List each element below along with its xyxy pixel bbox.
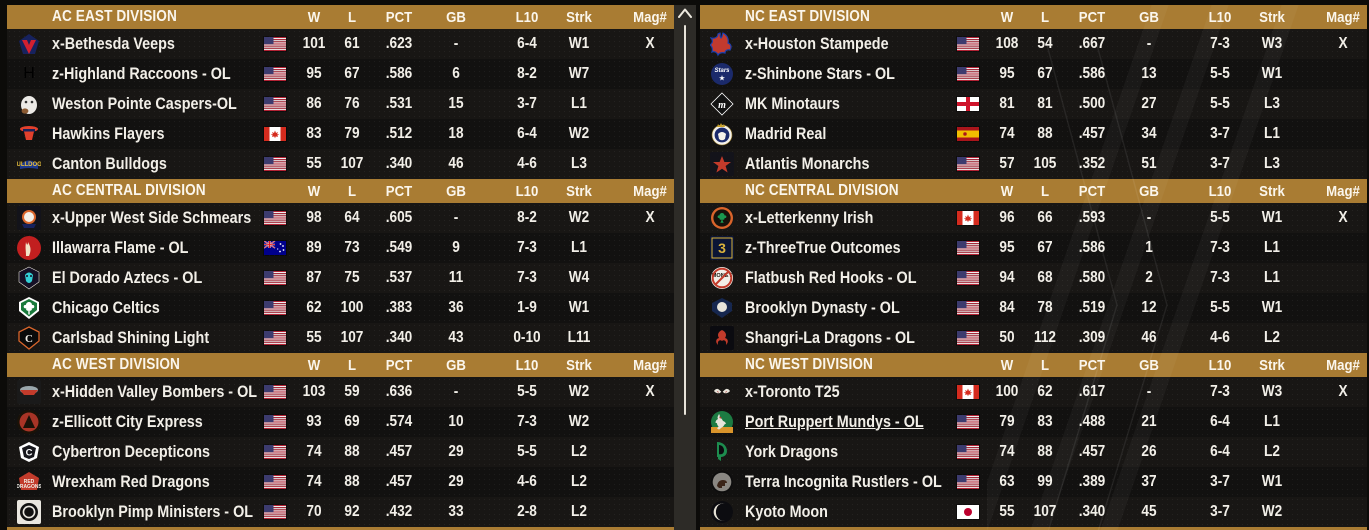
svg-text:DRAGONS: DRAGONS [17, 484, 41, 490]
svg-text:Stars: Stars [714, 68, 730, 74]
svg-text:C: C [25, 333, 33, 345]
svg-text:BULLDOGS: BULLDOGS [17, 162, 41, 168]
svg-text:C: C [26, 448, 33, 459]
svg-text:3: 3 [718, 240, 726, 256]
svg-text:m: m [718, 100, 726, 111]
